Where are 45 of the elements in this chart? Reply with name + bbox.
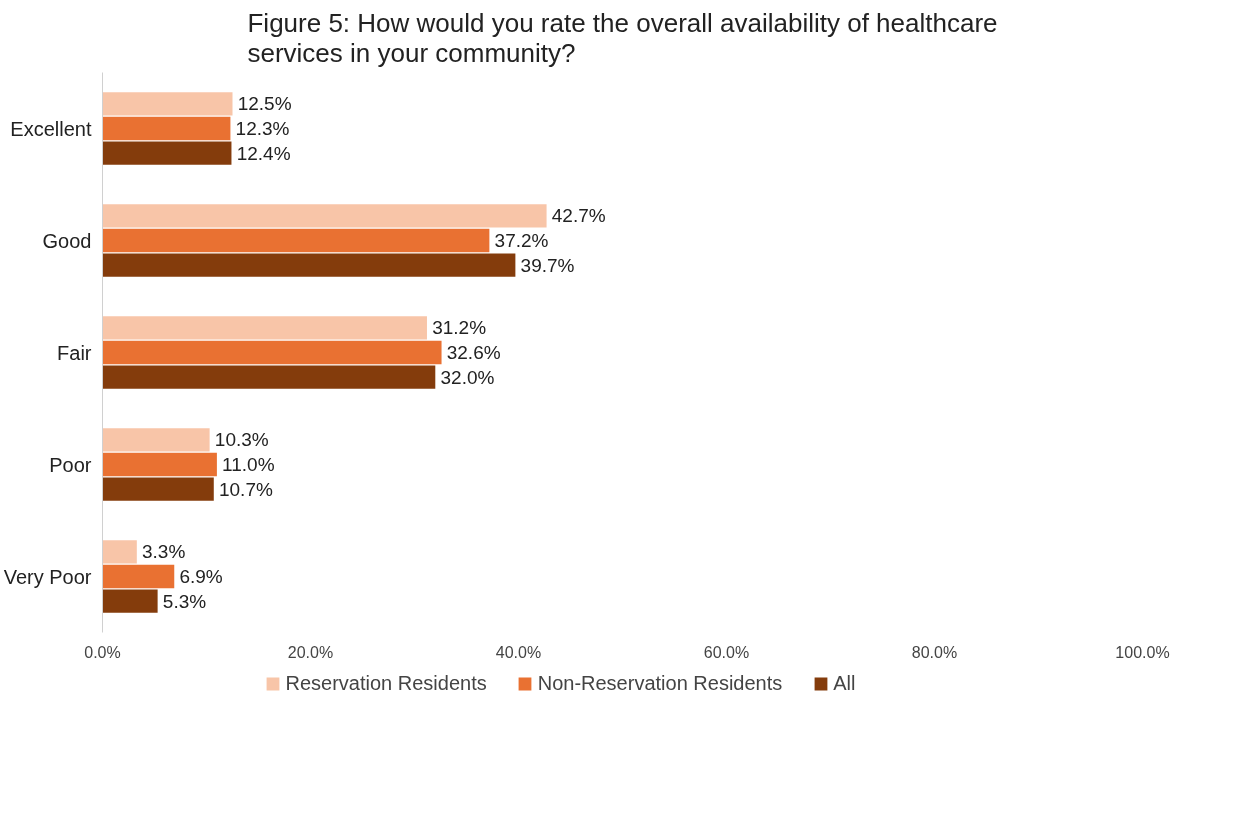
data-label: 10.3% (214, 429, 269, 451)
bar (102, 452, 217, 477)
legend-label: Reservation Residents (285, 671, 487, 695)
data-label: 6.9% (179, 566, 223, 587)
data-label: 37.2% (494, 230, 549, 251)
x-tick-label: 40.0% (495, 643, 542, 661)
y-tick-label: Fair (57, 341, 92, 364)
y-tick-label: Poor (49, 453, 92, 476)
data-label: 42.7% (551, 205, 606, 227)
data-label: 12.3% (235, 118, 290, 139)
bar (102, 340, 442, 365)
x-tick-label: 60.0% (703, 643, 750, 661)
legend-label: All (833, 671, 856, 695)
data-label: 32.6% (446, 342, 501, 363)
data-label: 31.2% (432, 317, 487, 339)
data-label: 11.0% (222, 454, 275, 475)
data-label: 10.7% (218, 478, 273, 500)
bar (102, 141, 232, 165)
x-tick-label: 20.0% (287, 643, 334, 661)
bar (102, 428, 210, 452)
bar (102, 204, 547, 228)
x-tick-label: 100.0% (1115, 643, 1170, 661)
data-label: 12.4% (236, 142, 291, 164)
y-tick-label: Excellent (10, 117, 92, 140)
bar (102, 253, 516, 277)
y-tick-label: Good (42, 229, 92, 252)
bar (102, 540, 137, 564)
bar (102, 365, 436, 389)
bar (102, 589, 158, 613)
chart-title: Figure 5: How would you rate the overall availability of healthcare services in your community? (247, 7, 998, 68)
x-tick-label: 80.0% (911, 643, 958, 661)
data-label: 5.3% (162, 590, 207, 612)
x-tick-label: 0.0% (84, 643, 121, 661)
bar (102, 228, 490, 253)
data-label: 3.3% (142, 541, 186, 563)
legend-label: Non-Reservation Residents (537, 671, 783, 695)
bar (102, 316, 427, 340)
bar (102, 564, 175, 589)
bar (102, 92, 233, 116)
data-label: 39.7% (520, 254, 575, 276)
bar (102, 116, 231, 141)
y-tick-label: Very Poor (3, 565, 92, 588)
data-label: 32.0% (440, 366, 495, 388)
data-label: 12.5% (237, 93, 292, 115)
bar (102, 477, 214, 501)
